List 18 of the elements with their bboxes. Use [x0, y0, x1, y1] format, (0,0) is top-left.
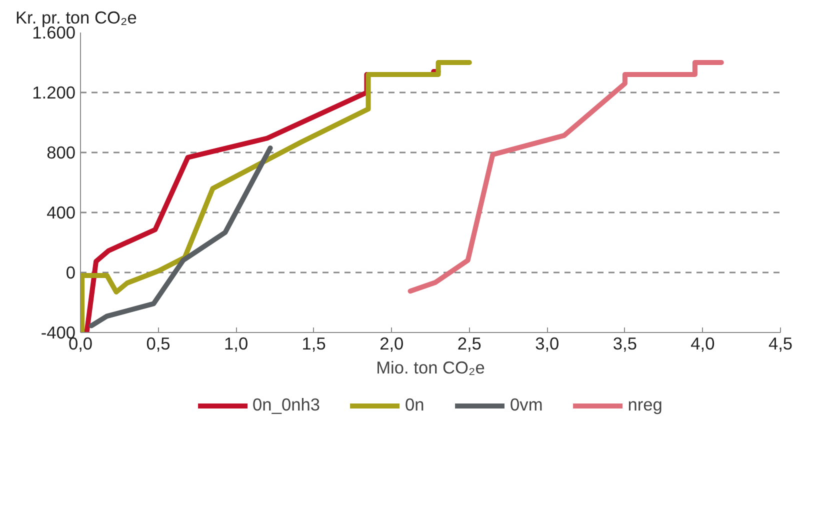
x-tick-label: 2,5: [457, 334, 482, 354]
legend-label: 0n_0nh3: [252, 394, 320, 416]
y-tick-label: 800: [46, 142, 76, 162]
x-tick-label: 3,0: [535, 334, 560, 354]
x-tick-label: 3,5: [612, 334, 637, 354]
y-tick-label: 0: [66, 262, 76, 282]
x-tick-label: 4,0: [690, 334, 715, 354]
legend-label: 0n: [405, 394, 426, 416]
legend-label: nreg: [628, 394, 662, 416]
x-tick-label: 2,0: [380, 334, 404, 354]
x-tick-label: 0,5: [146, 334, 170, 354]
x-tick-label: 4,5: [768, 334, 793, 354]
x-tick-label: 1,5: [302, 334, 326, 354]
y-tick-label: 400: [46, 202, 76, 222]
y-tick-label: 1.200: [32, 82, 76, 102]
x-tick-label: 1,0: [224, 334, 248, 354]
x-axis-title: Mio. ton CO₂e: [376, 358, 485, 378]
legend-label: 0vm: [510, 394, 543, 416]
